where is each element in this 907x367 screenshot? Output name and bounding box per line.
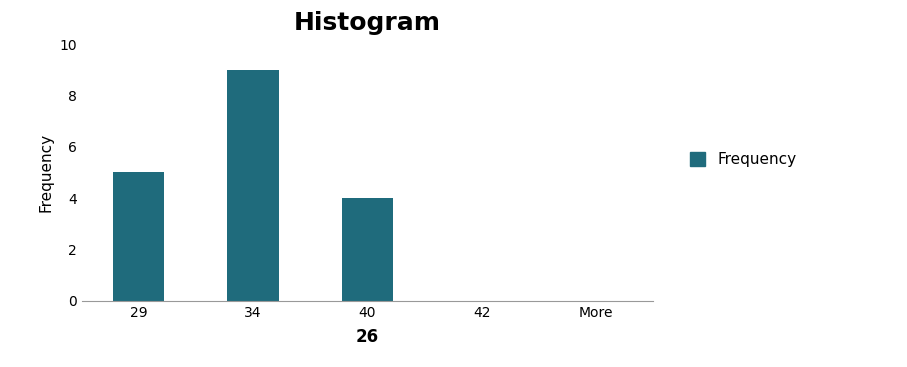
Title: Histogram: Histogram bbox=[294, 11, 441, 35]
X-axis label: 26: 26 bbox=[356, 328, 379, 346]
Y-axis label: Frequency: Frequency bbox=[39, 133, 54, 212]
Bar bbox=[113, 172, 164, 301]
Bar bbox=[342, 198, 393, 301]
Bar bbox=[228, 70, 278, 301]
Legend: Frequency: Frequency bbox=[684, 146, 803, 173]
